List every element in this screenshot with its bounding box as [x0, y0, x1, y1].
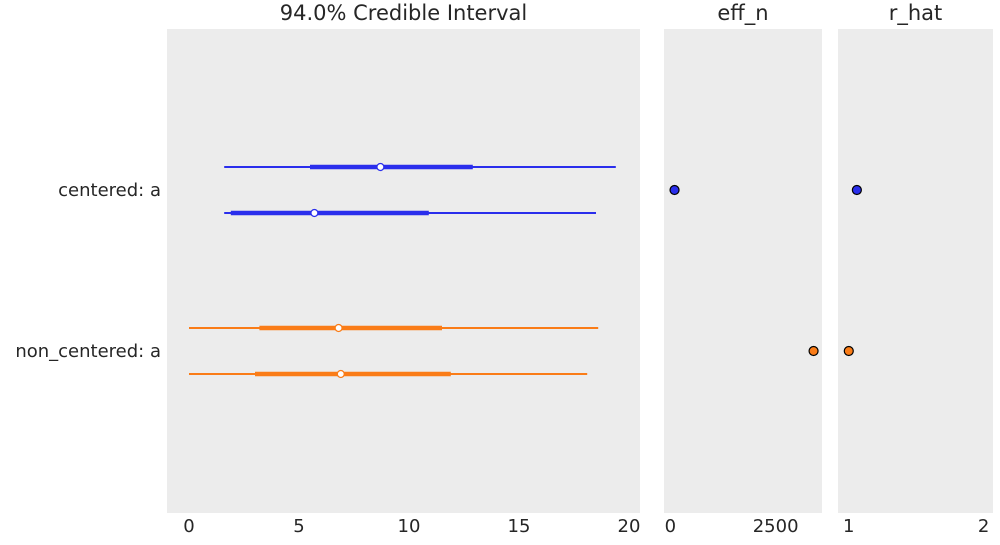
- panel-background-2: [838, 29, 993, 513]
- median-point-0-1: [310, 208, 319, 218]
- panel-title-0: 94.0% Credible Interval: [280, 1, 528, 25]
- diagnostic-point-2-1: [843, 345, 854, 357]
- median-point-1-1: [336, 369, 345, 379]
- panel-background-1: [664, 29, 822, 513]
- diagnostic-point-1-0: [669, 184, 680, 196]
- diagnostic-point-2-0: [851, 184, 862, 196]
- x-tick-label-2-1: 2: [978, 516, 989, 537]
- panel-background-0: [167, 29, 640, 513]
- x-tick-label-0-2: 10: [398, 516, 421, 537]
- median-point-1-0: [334, 323, 343, 333]
- panel-title-2: r_hat: [889, 1, 943, 26]
- x-tick-label-2-0: 1: [843, 516, 854, 537]
- x-tick-label-0-4: 20: [618, 516, 641, 537]
- x-tick-label-0-1: 5: [293, 516, 304, 537]
- x-tick-label-0-0: 0: [183, 516, 194, 537]
- panel-title-1: eff_n: [717, 1, 768, 26]
- median-point-0-0: [376, 162, 385, 172]
- x-tick-label-0-3: 15: [508, 516, 531, 537]
- row-label-0: centered: a: [58, 180, 161, 201]
- row-label-1: non_centered: a: [15, 341, 161, 362]
- diagnostic-point-1-1: [808, 345, 819, 357]
- x-tick-label-1-0: 0: [665, 516, 676, 537]
- x-tick-label-1-1: 2500: [753, 516, 799, 537]
